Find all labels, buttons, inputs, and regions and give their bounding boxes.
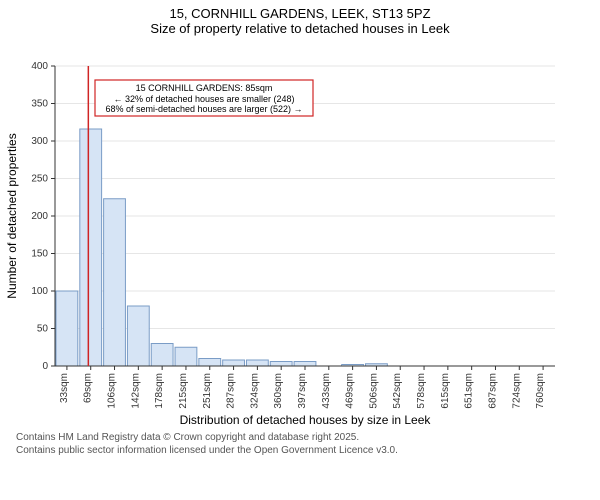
histogram-bar xyxy=(199,359,221,367)
annotation-header: 15 CORNHILL GARDENS: 85sqm xyxy=(136,83,273,93)
svg-text:350: 350 xyxy=(31,99,48,110)
svg-text:542sqm: 542sqm xyxy=(392,373,403,409)
svg-text:0: 0 xyxy=(42,361,48,372)
annotation-line1: ← 32% of detached houses are smaller (24… xyxy=(113,94,294,104)
chart-title-line2: Size of property relative to detached ho… xyxy=(0,21,600,36)
y-axis-label: Number of detached properties xyxy=(5,133,19,298)
svg-text:69sqm: 69sqm xyxy=(83,373,94,403)
histogram-bar xyxy=(151,344,173,367)
svg-text:215sqm: 215sqm xyxy=(178,373,189,409)
chart-container: 15, CORNHILL GARDENS, LEEK, ST13 5PZ Siz… xyxy=(0,0,600,500)
svg-text:400: 400 xyxy=(31,61,48,72)
svg-text:200: 200 xyxy=(31,211,48,222)
histogram-bar xyxy=(56,291,78,366)
histogram-bar xyxy=(246,360,268,366)
svg-text:615sqm: 615sqm xyxy=(440,373,451,409)
svg-text:687sqm: 687sqm xyxy=(487,373,498,409)
svg-text:433sqm: 433sqm xyxy=(321,373,332,409)
histogram-bar xyxy=(104,199,126,366)
svg-text:760sqm: 760sqm xyxy=(535,373,546,409)
svg-text:578sqm: 578sqm xyxy=(416,373,427,409)
histogram-bar xyxy=(223,360,245,366)
svg-text:360sqm: 360sqm xyxy=(273,373,284,409)
histogram-bar xyxy=(175,347,197,366)
svg-text:150: 150 xyxy=(31,249,48,260)
svg-text:469sqm: 469sqm xyxy=(345,373,356,409)
svg-text:50: 50 xyxy=(37,324,49,335)
svg-text:250: 250 xyxy=(31,174,48,185)
svg-text:178sqm: 178sqm xyxy=(154,373,165,409)
svg-text:324sqm: 324sqm xyxy=(249,373,260,409)
histogram-bar xyxy=(127,306,149,366)
histogram-bar xyxy=(80,129,102,366)
histogram-bar xyxy=(294,362,316,367)
chart-title-line1: 15, CORNHILL GARDENS, LEEK, ST13 5PZ xyxy=(0,6,600,21)
svg-text:251sqm: 251sqm xyxy=(202,373,213,409)
x-axis-label: Distribution of detached houses by size … xyxy=(180,413,432,427)
svg-text:33sqm: 33sqm xyxy=(59,373,70,403)
svg-text:106sqm: 106sqm xyxy=(107,373,118,409)
histogram-bar xyxy=(270,362,292,367)
annotation-line2: 68% of semi-detached houses are larger (… xyxy=(105,104,302,114)
svg-text:300: 300 xyxy=(31,136,48,147)
histogram-chart: 0 50 100 150 200 250 300 350 400 33sqm 69sqm 106sqm… xyxy=(0,36,560,431)
svg-text:142sqm: 142sqm xyxy=(130,373,141,409)
svg-text:287sqm: 287sqm xyxy=(226,373,237,409)
svg-text:724sqm: 724sqm xyxy=(511,373,522,409)
svg-text:651sqm: 651sqm xyxy=(464,373,475,409)
svg-text:100: 100 xyxy=(31,286,48,297)
footnote-line2: Contains public sector information licen… xyxy=(0,444,600,457)
svg-text:506sqm: 506sqm xyxy=(368,373,379,409)
footnote-line1: Contains HM Land Registry data © Crown c… xyxy=(0,431,600,444)
svg-text:397sqm: 397sqm xyxy=(297,373,308,409)
